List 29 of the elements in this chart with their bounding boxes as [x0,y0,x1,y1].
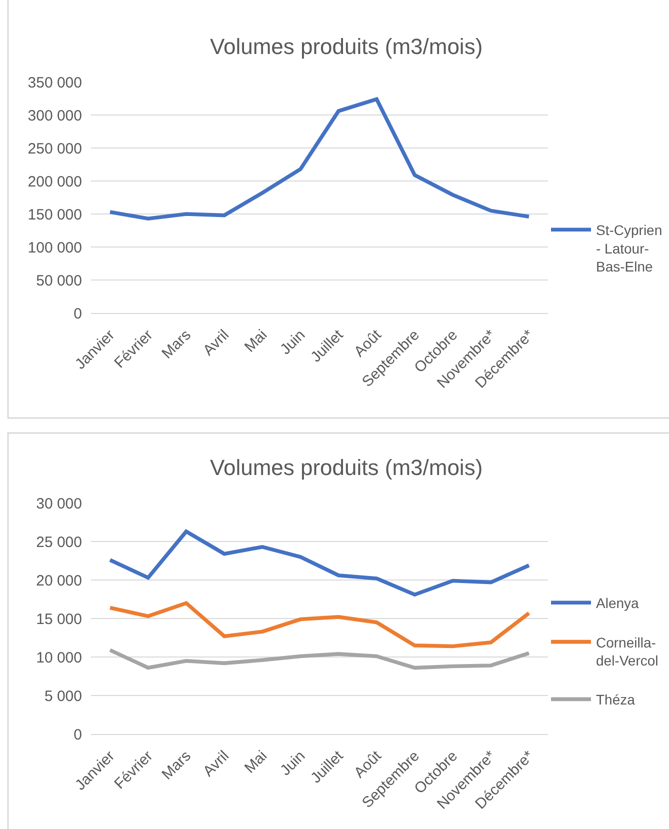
y-tick-label: 150 000 [28,206,82,224]
y-tick-label: 10 000 [36,649,82,666]
y-tick-label: 20 000 [36,572,82,590]
chart-title: Volumes produits (m3/mois) [210,455,483,480]
legend-label: Théza [596,692,636,708]
x-tick-label: Juin [277,326,309,358]
y-tick-label: 50 000 [36,272,82,290]
y-tick-label: 0 [74,726,82,744]
y-tick-label: 300 000 [28,107,82,124]
legend-label: Alenya [596,595,640,612]
y-tick-label: 30 000 [36,495,82,512]
legend-label: Corneilla-del-Vercol [596,634,658,668]
legend-label: St-Cyprien - Latour-Bas-Elne [596,222,662,274]
y-tick-label: 100 000 [28,239,82,256]
line-series [108,530,531,597]
y-tick-label: 0 [74,305,82,322]
line-series [108,97,531,221]
chart-title: Volumes produits (m3/mois) [210,34,483,59]
y-tick-label: 15 000 [36,610,82,628]
y-tick-label: 200 000 [28,173,82,190]
x-tick-label: Juin [277,748,309,780]
line-series [108,601,531,648]
x-tick-label: Mai [241,326,270,356]
y-tick-label: 5 000 [44,688,82,705]
y-tick-label: 350 000 [28,74,82,92]
line-series [108,648,531,670]
x-tick-label: Mai [241,748,270,777]
y-tick-label: 25 000 [36,534,82,551]
y-tick-label: 250 000 [28,140,82,158]
